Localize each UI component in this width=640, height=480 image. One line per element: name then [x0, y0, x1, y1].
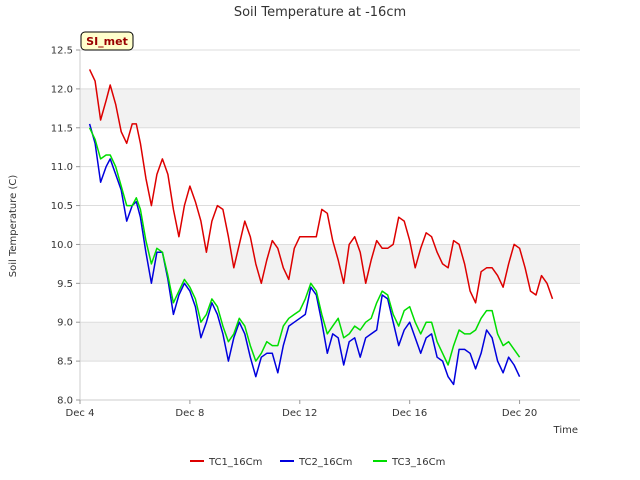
axes: 8.0 8.5 9.0 9.5 10.0 10.5 11.0 11.5 12.0 12.5 Dec … [51, 46, 580, 419]
series-layer [88, 69, 554, 386]
series-line-tc1-16cm [88, 69, 554, 304]
y-tick-label: 9.5 [57, 279, 73, 290]
legend-label: TC3_16Cm [391, 457, 445, 468]
y-tick-label: 8.0 [57, 396, 73, 407]
y-tick-label: 8.5 [57, 357, 73, 368]
y-tick-label: 10.0 [51, 240, 73, 251]
station-badge-box [80, 31, 134, 51]
x-axis-label: Time [553, 425, 578, 436]
station-badge-label: SI_met [86, 35, 128, 48]
series-line-tc3-16cm [88, 127, 521, 366]
y-tick-label: 11.5 [51, 123, 73, 134]
x-tick-label: Dec 12 [282, 408, 317, 419]
legend-label: TC2_16Cm [298, 457, 352, 468]
y-tick-label: 12.5 [51, 46, 73, 57]
legend: TC1_16Cm TC2_16Cm TC3_16Cm [190, 457, 445, 468]
y-tick-label: 12.0 [51, 84, 73, 95]
legend-label: TC1_16Cm [208, 457, 262, 468]
y-tick-label: 11.0 [51, 162, 73, 173]
x-tick-label: Dec 4 [66, 408, 95, 419]
x-tick-label: Dec 16 [392, 408, 427, 419]
y-tick-label: 9.0 [57, 318, 73, 329]
series-line-tc2-16cm [88, 123, 521, 386]
legend-item: TC3_16Cm [373, 457, 445, 468]
plot-band [80, 88, 580, 128]
y-tick-label: 10.5 [51, 201, 73, 212]
chart-title: Soil Temperature at -16cm [234, 5, 406, 20]
x-tick-label: Dec 8 [175, 408, 204, 419]
station-badge: SI_met [80, 31, 134, 51]
y-axis-label: Soil Temperature (C) [8, 175, 19, 278]
plot-band [80, 244, 580, 284]
legend-item: TC2_16Cm [280, 457, 352, 468]
legend-item: TC1_16Cm [190, 457, 262, 468]
gridlines [80, 49, 580, 401]
x-tick-label: Dec 20 [502, 408, 537, 419]
